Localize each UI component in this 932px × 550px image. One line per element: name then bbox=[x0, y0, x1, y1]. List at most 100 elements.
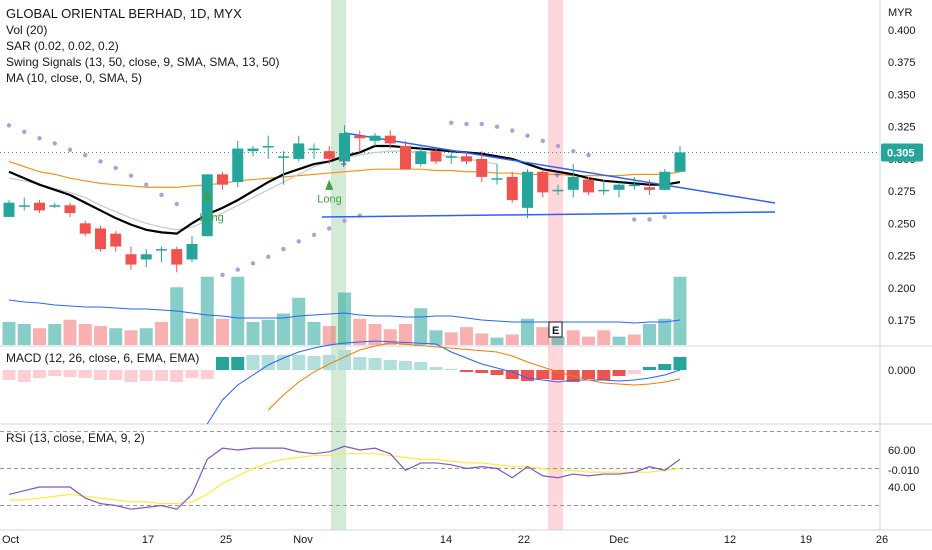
rsi-tick-label: 40.00 bbox=[888, 482, 916, 494]
time-tick-label: Nov bbox=[293, 534, 313, 546]
sar-dot bbox=[525, 133, 530, 138]
long-marker-icon bbox=[203, 189, 212, 201]
candle-body bbox=[262, 146, 274, 148]
time-tick-label: 19 bbox=[800, 534, 812, 546]
volume-bar bbox=[261, 319, 275, 345]
volume-bar bbox=[597, 330, 611, 345]
macd-histogram-bar bbox=[612, 370, 626, 376]
sar-dot bbox=[220, 272, 225, 278]
rsi-tick-label: 60.00 bbox=[888, 445, 916, 457]
legend-ma[interactable]: MA (10, close, 0, SMA, 5) bbox=[6, 71, 143, 85]
macd-histogram-bar bbox=[246, 355, 260, 370]
sar-dot bbox=[144, 182, 149, 187]
volume-bar bbox=[383, 329, 397, 345]
price-tick-label: 0.225 bbox=[888, 251, 916, 263]
sar-dot bbox=[159, 192, 164, 198]
currency-label: MYR bbox=[888, 7, 913, 19]
volume-bar bbox=[216, 318, 229, 345]
earnings-marker-icon bbox=[548, 321, 563, 338]
candle-body bbox=[583, 179, 594, 193]
candle-body bbox=[156, 249, 167, 251]
volume-bar bbox=[307, 321, 321, 345]
time-tick-label: Oct bbox=[2, 534, 19, 546]
macd-histogram-bar bbox=[444, 369, 458, 370]
candle-body bbox=[674, 152, 686, 172]
candle-body bbox=[49, 205, 61, 207]
sar-dot bbox=[662, 214, 667, 220]
macd-histogram-bar bbox=[353, 357, 367, 370]
rsi-line bbox=[8, 445, 681, 510]
macd-histogram-bar bbox=[231, 357, 245, 370]
macd-histogram-bar bbox=[490, 370, 504, 375]
annotation-layer: Long Long + + E bbox=[199, 159, 563, 338]
candle-body bbox=[3, 202, 15, 217]
sar-dot bbox=[540, 138, 545, 144]
background-layer bbox=[331, 0, 563, 530]
macd-histogram-bar bbox=[460, 370, 473, 372]
legend-rsi[interactable]: RSI (13, close, EMA, 9, 2) bbox=[6, 431, 145, 445]
sar-dot bbox=[235, 267, 240, 272]
volume-bar bbox=[322, 326, 336, 345]
volume-bar bbox=[490, 337, 504, 345]
sar-dot bbox=[174, 201, 179, 207]
earnings-label: E bbox=[552, 325, 559, 337]
macd-histogram-bar bbox=[2, 370, 16, 380]
candle-body bbox=[232, 148, 244, 183]
sar-dot bbox=[250, 261, 256, 266]
sar-dot bbox=[311, 232, 317, 238]
volume-bar bbox=[444, 332, 458, 345]
candle-body bbox=[430, 151, 442, 162]
macd-histogram-bar bbox=[368, 358, 382, 370]
rsi-layer bbox=[0, 431, 880, 510]
legend-macd[interactable]: MACD (12, 26, close, 6, EMA, EMA) bbox=[6, 351, 200, 365]
macd-histogram-bar bbox=[155, 370, 168, 381]
volume-bar bbox=[551, 336, 565, 345]
macd-histogram-bar bbox=[277, 355, 290, 370]
candle-body bbox=[461, 156, 472, 162]
price-tick-label: 0.325 bbox=[888, 122, 916, 134]
macd-histogram-bar bbox=[109, 370, 123, 380]
candle-body bbox=[644, 187, 655, 190]
volume-bar bbox=[48, 324, 62, 345]
sar-dot bbox=[342, 218, 347, 223]
short-signal-band bbox=[548, 0, 563, 530]
candle-body bbox=[415, 151, 427, 165]
macd-histogram-bar bbox=[124, 370, 138, 382]
sar-dot bbox=[296, 239, 301, 244]
legend-swing[interactable]: Swing Signals (13, 50, close, 9, SMA, SM… bbox=[6, 55, 280, 69]
sar-dot bbox=[67, 147, 73, 153]
last-price-label: 0.305 bbox=[887, 147, 915, 159]
candle-body bbox=[79, 223, 91, 234]
legend-sar[interactable]: SAR (0.02, 0.02, 0.2) bbox=[6, 39, 119, 53]
macd-histogram-bar bbox=[643, 367, 656, 370]
macd-histogram-bar bbox=[597, 370, 611, 380]
sar-dot bbox=[281, 246, 286, 252]
legend-vol[interactable]: Vol (20) bbox=[6, 23, 48, 37]
macd-histogram-bar bbox=[200, 370, 214, 379]
volume-bar bbox=[124, 330, 138, 345]
price-tick-label: 0.275 bbox=[888, 186, 916, 198]
time-tick-label: 14 bbox=[440, 534, 452, 546]
macd-histogram-bar bbox=[170, 370, 184, 382]
macd-histogram-bar bbox=[185, 370, 199, 378]
volume-bar bbox=[612, 336, 626, 345]
macd-histogram-bar bbox=[94, 370, 107, 380]
candle-body bbox=[567, 176, 579, 190]
macd-histogram-bar bbox=[33, 370, 46, 378]
macd-histogram-bar bbox=[383, 360, 397, 370]
long-label: Long bbox=[199, 212, 223, 224]
volume-bar bbox=[277, 313, 290, 345]
volume-bar bbox=[78, 324, 92, 345]
sar-dot bbox=[494, 124, 500, 129]
volume-bar bbox=[94, 326, 107, 345]
swing-cross-icon: + bbox=[341, 159, 347, 171]
volume-bar bbox=[109, 328, 123, 345]
macd-histogram-bar bbox=[338, 350, 351, 370]
volume-bar bbox=[231, 276, 245, 345]
volume-bar bbox=[505, 334, 519, 345]
candle-body bbox=[293, 143, 305, 159]
volume-bar bbox=[521, 318, 534, 345]
sar-dot bbox=[52, 141, 57, 146]
sar-dot bbox=[571, 148, 576, 154]
sar-dot bbox=[113, 165, 118, 171]
